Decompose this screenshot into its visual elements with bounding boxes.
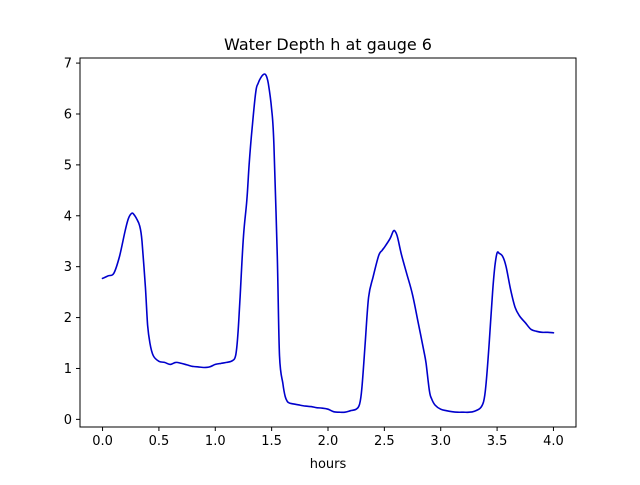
x-tick-label: 1.5 [261, 434, 282, 449]
x-tick-label: 3.5 [487, 434, 508, 449]
ticks-layer: 0.0 0.5 1.0 1.5 2.0 2.5 3.0 3.5 4.0 0 1 2 3 4 5 6 7 [64, 57, 564, 449]
y-tick-label: 0 [64, 413, 72, 428]
x-tick-label: 2.0 [318, 434, 339, 449]
y-tick-label: 2 [64, 311, 72, 326]
x-tick-label: 4.0 [543, 434, 564, 449]
x-tick-label: 0.5 [149, 434, 170, 449]
x-tick-label: 0.0 [92, 434, 113, 449]
y-tick-label: 7 [64, 57, 72, 72]
chart-title: Water Depth h at gauge 6 [224, 35, 432, 54]
y-tick-label: 1 [64, 362, 72, 377]
x-tick-label: 2.5 [374, 434, 395, 449]
y-tick-label: 5 [64, 158, 72, 173]
series-line [101, 73, 555, 414]
y-tick-label: 4 [64, 209, 72, 224]
series-layer [101, 73, 555, 414]
plot-area-frame [79, 57, 577, 428]
x-tick-label: 1.0 [205, 434, 226, 449]
y-tick-label: 3 [64, 260, 72, 275]
x-axis-label: hours [310, 457, 347, 472]
y-tick-label: 6 [64, 107, 72, 122]
x-tick-label: 3.0 [430, 434, 451, 449]
